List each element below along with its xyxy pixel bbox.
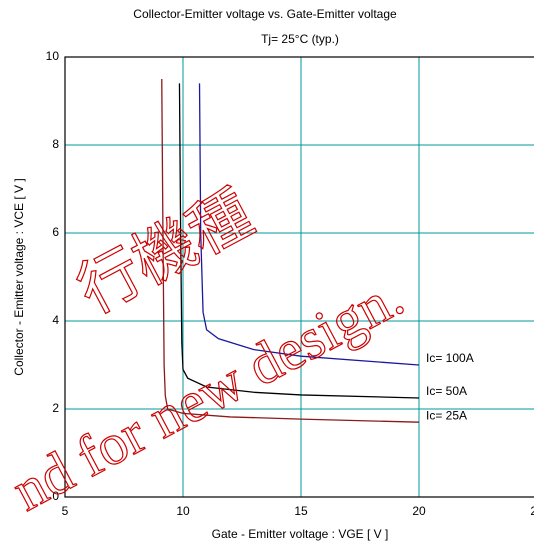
x-tick-label: 15 — [294, 504, 308, 518]
series-label: Ic= 25A — [426, 408, 467, 422]
y-tick-label: 8 — [52, 137, 59, 151]
series-label: Ic= 50A — [426, 384, 467, 398]
watermark: nd for new design. — [2, 263, 414, 523]
x-tick-label: 25 — [530, 504, 534, 518]
y-tick-label: 10 — [46, 49, 60, 63]
watermark: 行機種 — [67, 179, 264, 327]
chart-subtitle: Tj= 25°C (typ.) — [261, 32, 339, 46]
series-line — [198, 83, 420, 366]
y-tick-label: 6 — [52, 225, 59, 239]
x-tick-label: 10 — [176, 504, 190, 518]
x-tick-label: 20 — [412, 504, 426, 518]
y-tick-label: 2 — [52, 401, 59, 415]
series-line — [161, 78, 420, 423]
series-label: Ic= 100A — [426, 351, 474, 365]
x-tick-label: 5 — [62, 504, 69, 518]
plot-frame — [64, 56, 534, 498]
series-line — [178, 83, 420, 399]
x-axis-label: Gate - Emitter voltage : VGE [ V ] — [212, 527, 389, 541]
y-tick-label: 4 — [52, 313, 59, 327]
chart-title: Collector-Emitter voltage vs. Gate-Emitt… — [133, 7, 397, 21]
y-axis-label: Collector - Emitter voltage : VCE [ V ] — [12, 178, 26, 375]
y-tick-label: 0 — [52, 489, 59, 503]
